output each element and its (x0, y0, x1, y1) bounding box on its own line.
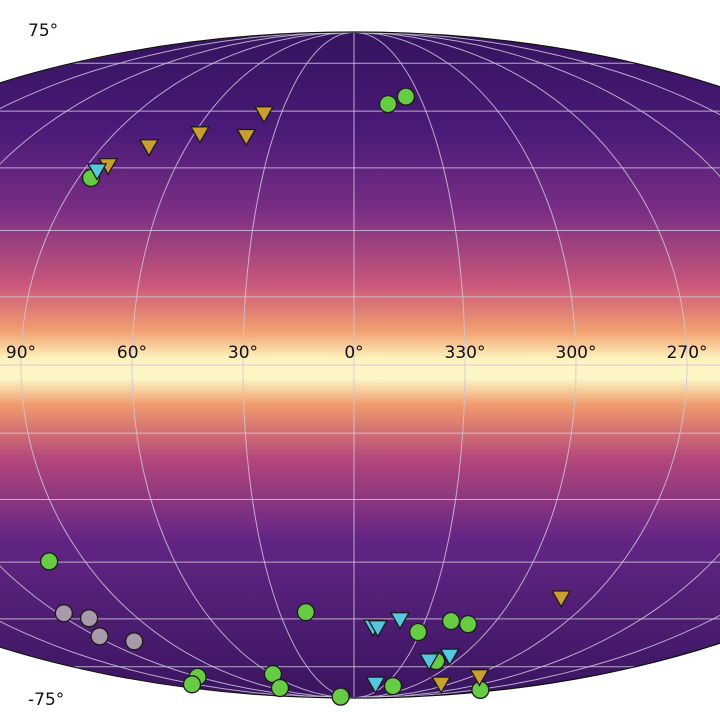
gold-triangle-marker (138, 139, 160, 157)
longitude-tick-label: 0° (344, 343, 363, 363)
green-circle-marker (182, 675, 202, 694)
longitude-tick-label: 30° (228, 343, 258, 363)
green-circle-marker (270, 678, 290, 698)
longitude-tick-label: 270° (667, 343, 708, 363)
meridian-gridline (131, 32, 355, 698)
longitude-tick-label: 60° (117, 343, 147, 363)
longitude-tick-label: 300° (556, 343, 597, 363)
cyan-triangle-marker (86, 163, 108, 181)
gold-triangle-marker (469, 669, 490, 687)
gold-triangle-marker (253, 106, 275, 124)
green-circle-marker (383, 676, 403, 696)
gold-triangle-marker (236, 128, 257, 147)
gray-circle-marker (54, 604, 73, 623)
green-circle-marker (441, 611, 461, 631)
green-circle-marker (396, 87, 416, 106)
meridian-gridline (20, 32, 355, 698)
latitude-tick-label: -75° (28, 690, 64, 710)
longitude-tick-label: 330° (445, 343, 486, 363)
meridian-gridline (353, 32, 577, 698)
cyan-triangle-marker (439, 648, 460, 667)
gray-circle-marker (125, 632, 144, 651)
graticule (0, 32, 720, 698)
gold-triangle-marker (551, 590, 572, 609)
gray-circle-marker (90, 627, 109, 646)
cyan-triangle-marker (418, 653, 440, 671)
green-circle-marker (458, 615, 478, 634)
green-circle-marker (39, 552, 59, 571)
latitude-labels: 75° -75° (28, 21, 64, 710)
meridian-gridline (353, 32, 688, 698)
meridian-gridline (353, 32, 720, 698)
green-circle-marker (331, 687, 350, 706)
map-boundary (0, 31, 720, 699)
markers (39, 87, 572, 706)
longitude-labels: 90° 60° 30° 0° 330° 300° 270° (6, 343, 708, 363)
cyan-triangle-marker (367, 620, 388, 638)
cyan-triangle-marker (365, 676, 386, 695)
latitude-tick-label: 75° (28, 21, 58, 41)
meridian-gridline (242, 32, 355, 698)
green-circle-marker (296, 602, 316, 622)
meridian-gridline (353, 32, 720, 698)
meridian-gridline (353, 32, 466, 698)
green-circle-marker (378, 94, 398, 114)
green-circle-marker (408, 622, 428, 642)
gold-triangle-marker (189, 126, 211, 144)
longitude-tick-label: 90° (6, 343, 36, 363)
cyan-triangle-marker (389, 612, 411, 630)
gray-circle-marker (79, 609, 99, 628)
gold-triangle-marker (431, 676, 452, 695)
